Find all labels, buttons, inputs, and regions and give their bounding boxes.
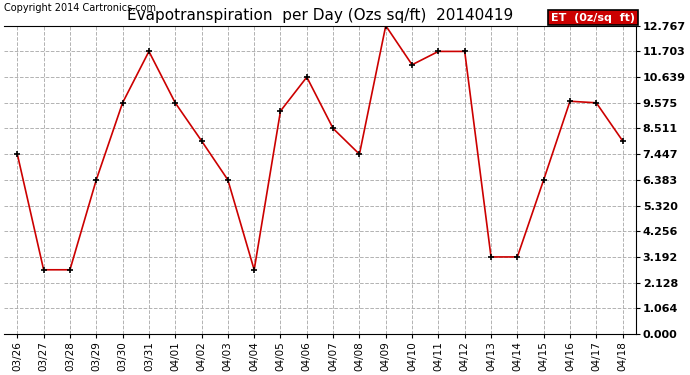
Text: Copyright 2014 Cartronics.com: Copyright 2014 Cartronics.com (4, 3, 156, 13)
Title: Evapotranspiration  per Day (Ozs sq/ft)  20140419: Evapotranspiration per Day (Ozs sq/ft) 2… (127, 8, 513, 23)
Text: ET  (0z/sq  ft): ET (0z/sq ft) (551, 13, 635, 22)
